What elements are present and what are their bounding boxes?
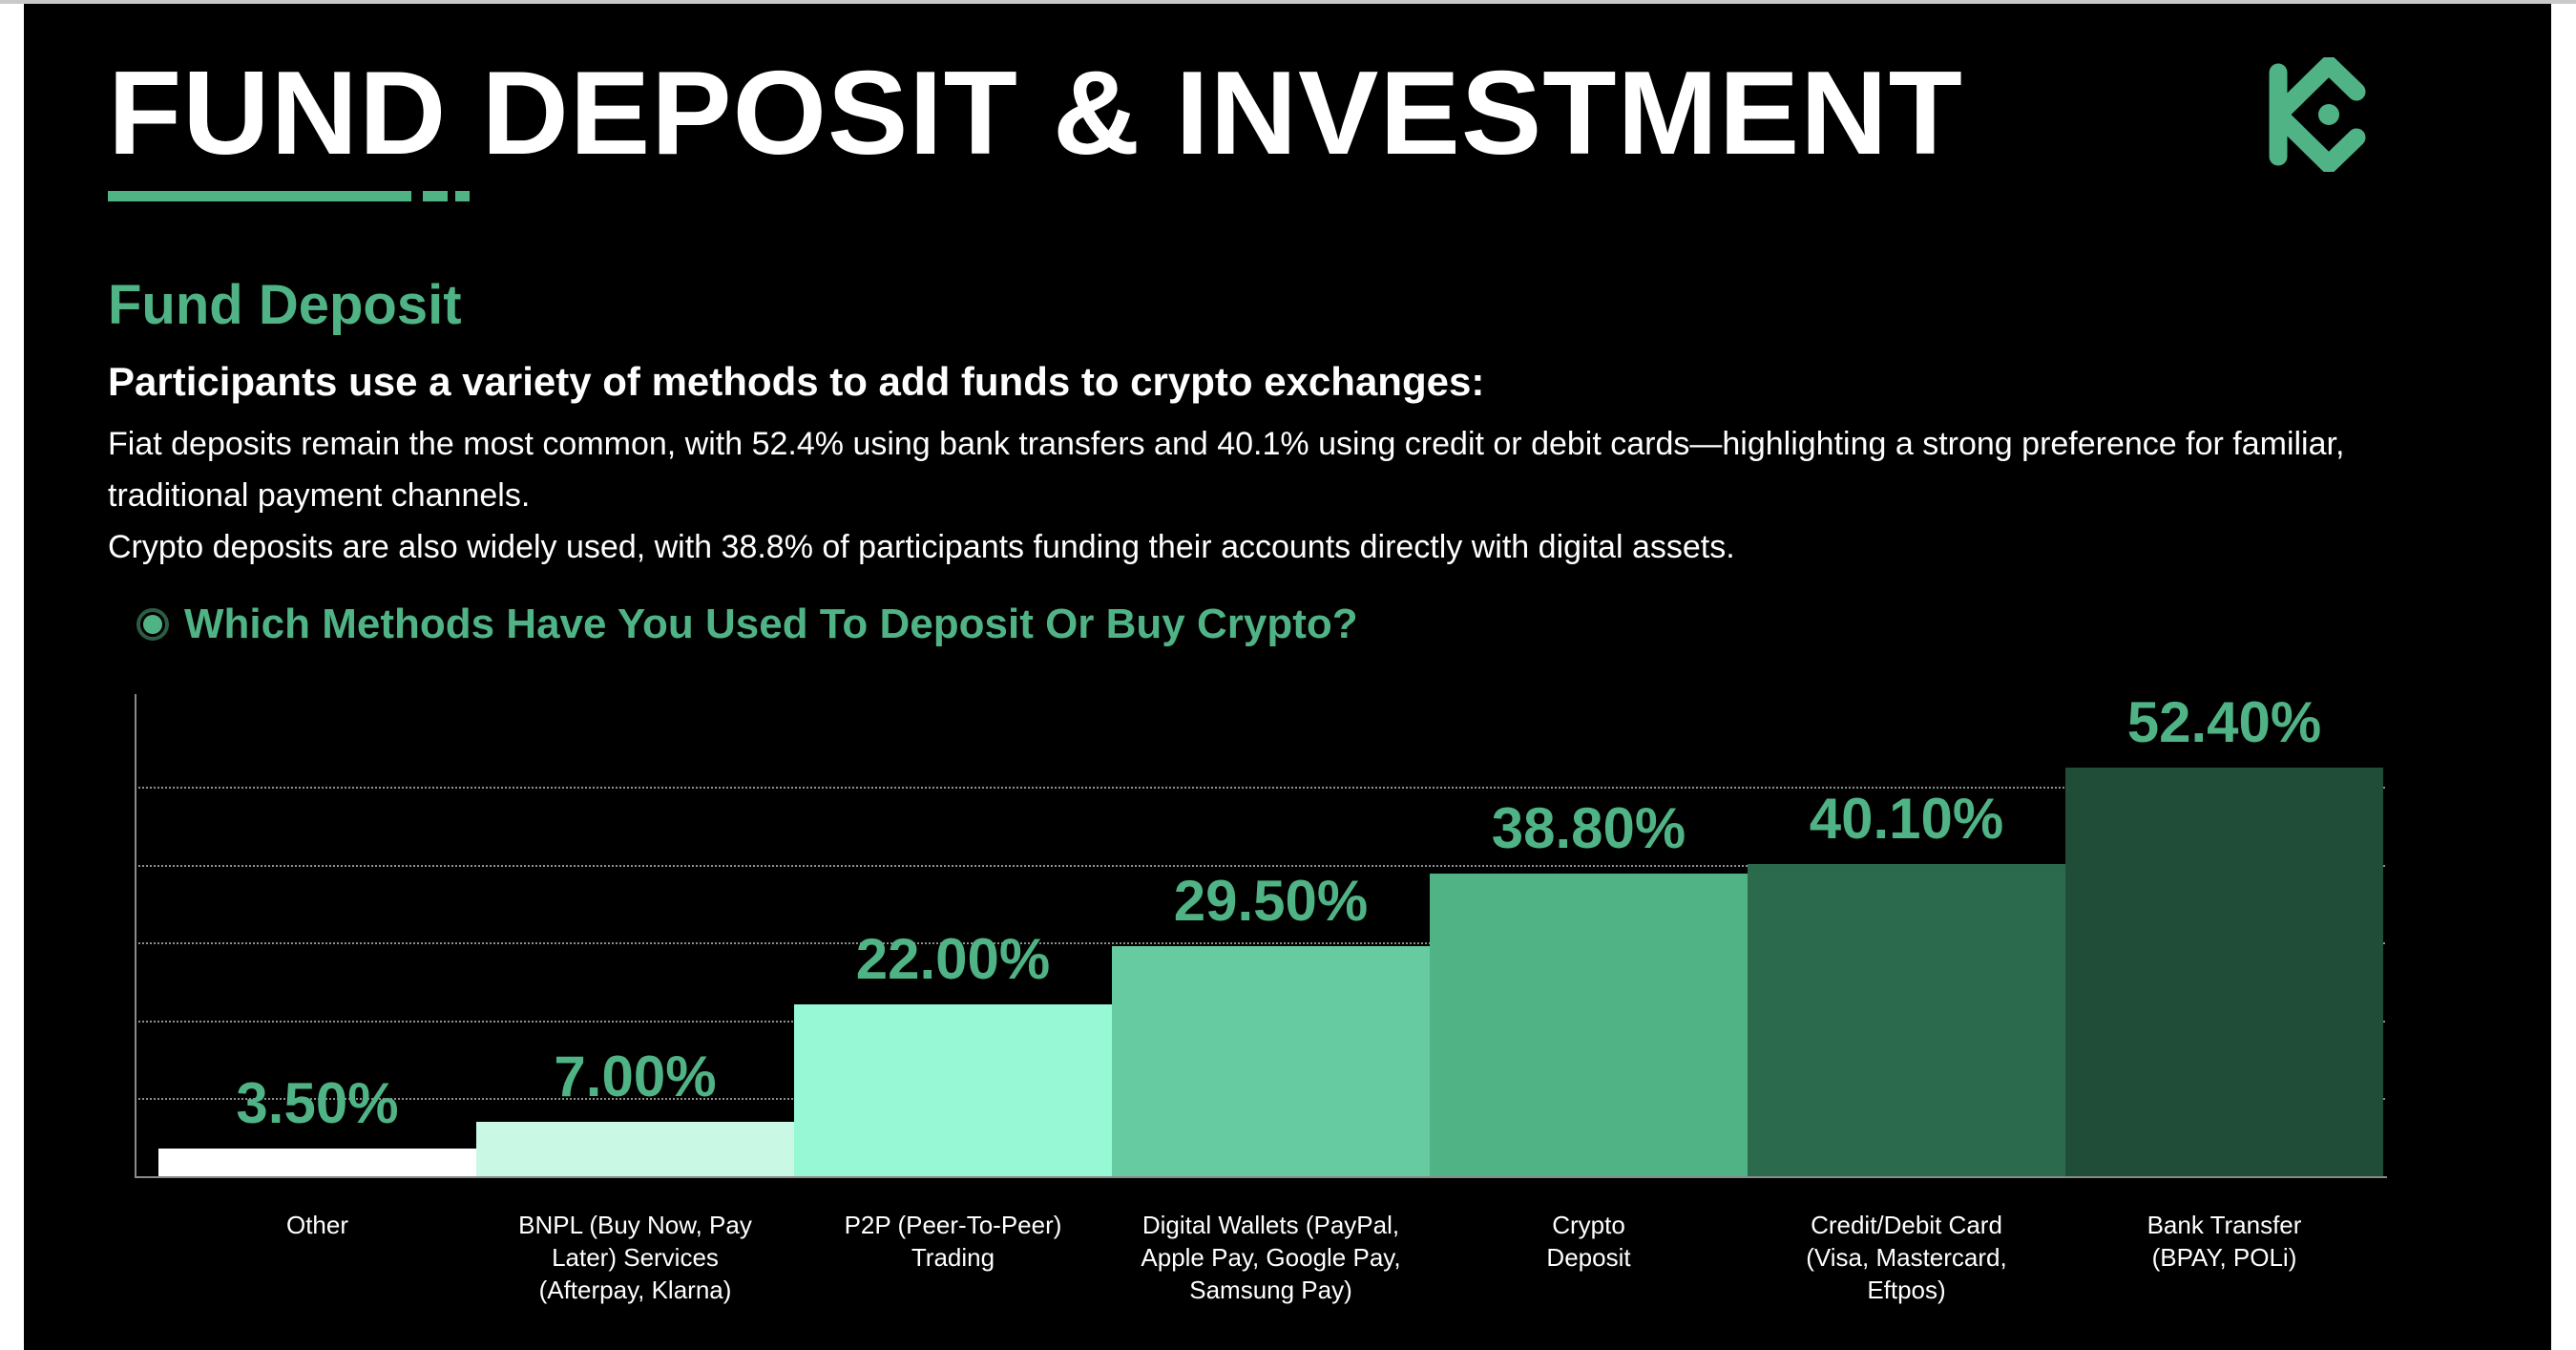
gridline xyxy=(138,787,2385,789)
chart-question: Which Methods Have You Used To Deposit O… xyxy=(136,596,1358,653)
title-underline-dash xyxy=(423,191,448,201)
x-axis-labels: Other BNPL (Buy Now, Pay Later) Services (A… xyxy=(135,1209,2387,1333)
bar-value-label: 52.40% xyxy=(2126,690,2322,755)
bar-value-label: 29.50% xyxy=(1173,869,1369,934)
title-underline-dot xyxy=(455,191,470,201)
section-body: Fiat deposits remain the most common, wi… xyxy=(108,418,2494,573)
title-underline-long xyxy=(108,191,411,201)
top-border xyxy=(0,0,2576,4)
radio-bullet-icon xyxy=(136,608,169,641)
body-paragraph: Fiat deposits remain the most common, wi… xyxy=(108,426,2345,514)
x-axis-label: Bank Transfer (BPAY, POLi) xyxy=(2147,1211,2302,1272)
x-axis-label: Other xyxy=(285,1211,349,1239)
bar xyxy=(476,1121,794,1176)
bar-value-label: 38.80% xyxy=(1491,796,1686,861)
chart-title: Which Methods Have You Used To Deposit O… xyxy=(184,601,1358,647)
bar-value-label: 3.50% xyxy=(236,1071,399,1136)
bar-chart: 3.50% 7.00% 22.00% 29.50% 38.80% 40.10% 52.40% xyxy=(135,690,2387,1178)
kucoin-logo-icon xyxy=(2269,57,2366,172)
x-axis-baseline xyxy=(135,1176,2387,1178)
section-title: Fund Deposit xyxy=(108,274,462,336)
body-paragraph: Crypto deposits are also widely used, wi… xyxy=(108,529,1735,565)
x-axis-label: BNPL (Buy Now, Pay Later) Services (Afterp… xyxy=(518,1211,752,1304)
bar xyxy=(1112,946,1430,1176)
bar-value-label: 22.00% xyxy=(855,927,1051,992)
bar xyxy=(1748,863,2065,1176)
x-axis-label: Digital Wallets (PayPal, Apple Pay, Googl… xyxy=(1141,1211,1401,1304)
gridline xyxy=(138,942,2385,945)
bar xyxy=(1430,874,1748,1176)
y-axis xyxy=(135,694,136,1176)
page-title: FUND DEPOSIT & INVESTMENT xyxy=(108,48,1963,179)
x-axis-label: Crypto Deposit xyxy=(1546,1211,1631,1272)
bar xyxy=(158,1149,476,1176)
x-axis-label: Credit/Debit Card (Visa, Mastercard, Eftpo… xyxy=(1806,1211,2007,1304)
bar xyxy=(2065,768,2383,1176)
x-axis-label: P2P (Peer-To-Peer) Trading xyxy=(844,1211,1062,1272)
bar-value-label: 7.00% xyxy=(554,1044,717,1108)
bar xyxy=(794,1004,1112,1176)
gridline xyxy=(138,864,2385,867)
bar-value-label: 40.10% xyxy=(1809,786,2004,851)
slide-panel: FUND DEPOSIT & INVESTMENT Fund Deposit P… xyxy=(24,4,2551,1350)
section-lead: Participants use a variety of methods to… xyxy=(108,359,1485,404)
